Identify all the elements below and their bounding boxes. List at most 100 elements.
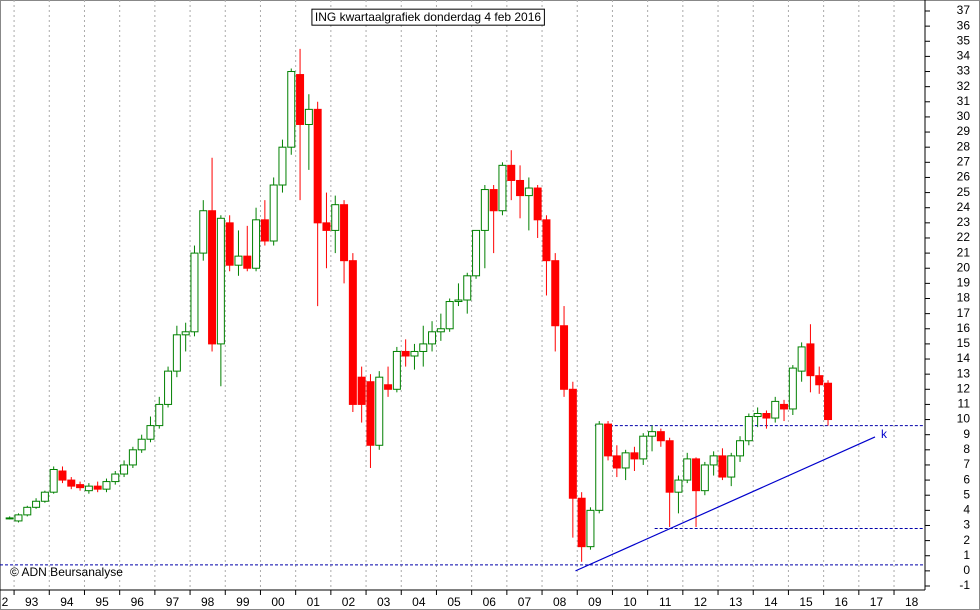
y-tick-label: 10	[957, 412, 971, 426]
y-tick-label: 18	[957, 291, 971, 305]
candle-body	[551, 260, 560, 327]
candle-body	[14, 514, 23, 522]
y-tick-label: 35	[957, 33, 971, 47]
x-tick-label: 10	[623, 595, 637, 609]
y-tick-label: 36	[957, 18, 971, 32]
x-tick-label: 93	[25, 595, 39, 609]
x-tick-label: 01	[307, 595, 321, 609]
candle-body	[120, 464, 129, 475]
x-tick-label: 03	[377, 595, 391, 609]
x-tick-label: 06	[483, 595, 497, 609]
candle-body	[806, 343, 815, 377]
x-tick-label: 18	[905, 595, 919, 609]
y-tick-label: 3	[963, 518, 970, 532]
y-tick-label: 9	[963, 427, 970, 441]
candle-body	[278, 146, 287, 186]
candle-body	[815, 375, 824, 386]
y-tick-label: 26	[957, 170, 971, 184]
y-tick-label: 24	[957, 200, 971, 214]
x-tick-label: 99	[236, 595, 250, 609]
candle-body	[67, 479, 76, 487]
candle-body	[102, 481, 111, 490]
y-tick-label: 27	[957, 154, 971, 168]
candle-body	[384, 384, 393, 390]
candle-body	[208, 210, 217, 345]
y-tick-label: 22	[957, 230, 971, 244]
candle-body	[824, 382, 833, 421]
axes: -101234567891011121314151617181920212223…	[2, 3, 971, 609]
candle-body	[472, 229, 481, 277]
y-tick-label: 2	[963, 533, 970, 547]
y-tick-label: 16	[957, 321, 971, 335]
x-tick-label: 09	[588, 595, 602, 609]
candle-body	[524, 187, 533, 197]
candle-body	[533, 187, 542, 221]
candle-body	[612, 455, 621, 469]
candle-body	[23, 506, 32, 516]
candle-body	[542, 219, 551, 262]
candle-body	[234, 255, 243, 266]
x-tick-label: 07	[518, 595, 532, 609]
candle-body	[40, 491, 49, 502]
candle-body	[331, 204, 340, 231]
candle-body	[190, 252, 199, 333]
candle-body	[788, 367, 797, 410]
y-tick-label: 37	[957, 3, 971, 17]
candle-body	[84, 485, 93, 492]
candle-body	[93, 485, 102, 490]
y-tick-label: 19	[957, 276, 971, 290]
candle-body	[260, 219, 269, 242]
candle-body	[480, 189, 489, 231]
candle-body	[243, 255, 252, 269]
candle-body	[683, 458, 692, 481]
watermark: © ADN Beursanalyse	[10, 565, 123, 579]
candle-body	[489, 189, 498, 212]
y-tick-label: 12	[957, 381, 971, 395]
candle-body	[639, 435, 648, 460]
candle-body	[753, 413, 762, 418]
candle-body	[507, 164, 516, 181]
chart-title: ING kwartaalgrafiek donderdag 4 feb 2016	[315, 10, 541, 24]
y-tick-label: 31	[957, 94, 971, 108]
candle-body	[164, 370, 173, 405]
title-box	[311, 8, 545, 26]
y-tick-label: 25	[957, 185, 971, 199]
candle-body	[630, 452, 639, 460]
plot-area	[0, 0, 925, 590]
candle-body	[304, 108, 313, 125]
candle-body	[709, 455, 718, 466]
x-tick-label: 95	[95, 595, 109, 609]
x-tick-label: 98	[201, 595, 215, 609]
candle-body	[428, 331, 437, 345]
y-tick-label: 8	[963, 442, 970, 456]
x-tick-label: 08	[553, 595, 567, 609]
y-tick-label: 11	[958, 397, 971, 411]
candle-body	[401, 350, 410, 357]
trend-label: k	[881, 427, 888, 441]
candle-body	[5, 517, 14, 520]
candle-body	[445, 301, 454, 330]
candle-body	[269, 184, 278, 242]
candle-body	[700, 464, 709, 492]
x-tick-label: 2	[2, 595, 9, 609]
candle-body	[76, 484, 85, 489]
candle-body	[155, 403, 164, 427]
candle-body	[648, 431, 657, 437]
candle-body	[296, 74, 305, 125]
y-tick-label: 29	[957, 124, 971, 138]
candle-body	[771, 400, 780, 419]
candle-body	[58, 470, 67, 481]
candle-body	[780, 403, 789, 410]
x-tick-label: 94	[60, 595, 74, 609]
candle-body	[595, 423, 604, 511]
y-tick-label: 0	[963, 563, 970, 577]
y-tick-label: 13	[957, 366, 971, 380]
candle-body	[172, 334, 181, 372]
candle-body	[419, 343, 428, 352]
candle-body	[32, 500, 41, 508]
y-tick-label: 17	[957, 306, 971, 320]
candle-body	[797, 346, 806, 372]
x-tick-label: 14	[764, 595, 778, 609]
y-tick-label: 4	[963, 503, 970, 517]
